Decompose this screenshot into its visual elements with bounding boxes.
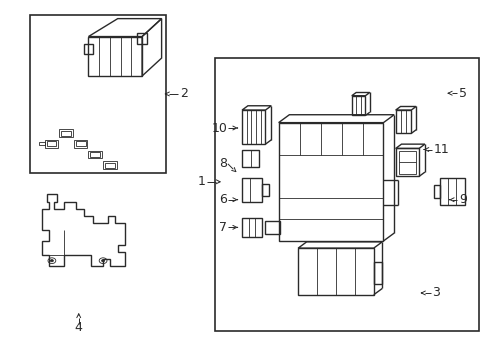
Bar bbox=[103, 161, 117, 169]
Bar bbox=[298, 248, 373, 295]
Bar bbox=[395, 110, 410, 134]
Bar bbox=[278, 123, 383, 241]
Bar bbox=[351, 96, 365, 116]
Circle shape bbox=[50, 260, 53, 262]
Text: 8: 8 bbox=[219, 157, 226, 170]
Text: 3: 3 bbox=[431, 287, 439, 300]
Bar bbox=[439, 178, 464, 205]
Bar bbox=[59, 129, 73, 137]
Bar bbox=[46, 141, 56, 146]
Bar bbox=[215, 58, 478, 330]
Bar bbox=[74, 140, 87, 148]
Bar bbox=[398, 150, 415, 174]
Bar bbox=[76, 141, 85, 146]
Bar bbox=[30, 15, 166, 173]
Bar bbox=[265, 221, 280, 234]
Bar bbox=[242, 110, 265, 144]
Bar bbox=[373, 262, 382, 284]
Text: 11: 11 bbox=[433, 143, 448, 156]
Bar bbox=[61, 131, 71, 135]
Text: 4: 4 bbox=[75, 321, 82, 334]
Text: 10: 10 bbox=[211, 122, 227, 135]
Bar bbox=[242, 178, 261, 202]
Text: 7: 7 bbox=[219, 221, 226, 234]
Text: 1: 1 bbox=[197, 175, 205, 188]
Bar bbox=[105, 163, 115, 168]
Text: 9: 9 bbox=[458, 193, 466, 206]
Text: 6: 6 bbox=[219, 193, 226, 206]
Bar bbox=[44, 140, 58, 148]
Bar bbox=[433, 185, 439, 198]
Text: 5: 5 bbox=[458, 87, 466, 100]
Bar bbox=[88, 150, 102, 158]
Text: 2: 2 bbox=[180, 87, 187, 100]
Bar bbox=[90, 152, 100, 157]
Bar bbox=[242, 149, 259, 167]
Circle shape bbox=[102, 260, 104, 262]
Bar bbox=[395, 148, 418, 176]
Bar bbox=[242, 218, 261, 237]
Bar bbox=[261, 184, 268, 196]
